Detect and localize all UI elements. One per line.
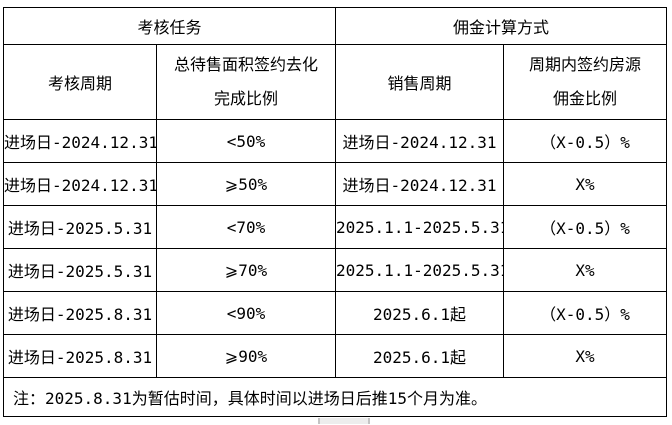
cell-sales-period: 2025.1.1-2025.5.31 (335, 248, 505, 292)
cell-ratio: ⩾50% (155, 162, 337, 206)
table-row: 进场日-2025.5.31 <70% 2025.1.1-2025.5.31 （X… (3, 205, 668, 249)
cell-ratio: ⩾70% (155, 248, 337, 292)
table-row: 进场日-2025.8.31 <90% 2025.6.1起 （X-0.5）% (3, 291, 668, 335)
cell-commission: X% (503, 334, 668, 378)
cell-sales-period: 2025.6.1起 (335, 291, 505, 335)
header-commission-rate-line1: 周期内签约房源 (529, 55, 642, 74)
header-ratio: 总待售面积签约去化 完成比例 (155, 44, 337, 120)
header-commission-rate: 周期内签约房源 佣金比例 (503, 44, 668, 120)
cell-ratio: ⩾90% (155, 334, 337, 378)
header-column-row: 考核周期 总待售面积签约去化 完成比例 销售周期 周期内签约房源 佣金比例 (3, 44, 668, 120)
cell-sales-period: 2025.1.1-2025.5.31 (335, 205, 505, 249)
cell-commission: （X-0.5）% (503, 291, 668, 335)
cell-ratio: <90% (155, 291, 337, 335)
table-row: 进场日-2024.12.31 ⩾50% 进场日-2024.12.31 X% (3, 162, 668, 206)
cell-ratio: <70% (155, 205, 337, 249)
cell-period: 进场日-2025.5.31 (3, 248, 157, 292)
cell-sales-period: 进场日-2024.12.31 (335, 119, 505, 163)
cell-commission: （X-0.5）% (503, 119, 668, 163)
header-ratio-line2: 完成比例 (214, 89, 279, 108)
cell-period: 进场日-2025.8.31 (3, 291, 157, 335)
cell-sales-period: 进场日-2024.12.31 (335, 162, 505, 206)
cell-period: 进场日-2024.12.31 (3, 119, 157, 163)
header-assessment-task: 考核任务 (2, 7, 337, 45)
header-assessment-period: 考核周期 (3, 44, 157, 120)
commission-assessment-table: 考核任务 佣金计算方式 考核周期 总待售面积签约去化 完成比例 销售周期 周期内… (2, 7, 668, 417)
header-commission-rate-line2: 佣金比例 (553, 89, 618, 108)
cell-period: 进场日-2024.12.31 (3, 162, 157, 206)
note-row: 注：2025.8.31为暂估时间，具体时间以进场日后推15个月为准。 (2, 377, 668, 417)
table-row: 进场日-2025.5.31 ⩾70% 2025.1.1-2025.5.31 X% (3, 248, 668, 292)
cell-period: 进场日-2025.8.31 (3, 334, 157, 378)
cell-commission: （X-0.5）% (503, 205, 668, 249)
header-ratio-line1: 总待售面积签约去化 (174, 55, 319, 74)
table-row: 进场日-2025.8.31 ⩾90% 2025.6.1起 X% (3, 334, 668, 378)
cell-sales-period: 2025.6.1起 (335, 334, 505, 378)
cell-commission: X% (503, 248, 668, 292)
table-row: 进场日-2024.12.31 <50% 进场日-2024.12.31 （X-0.… (3, 119, 668, 163)
horizontal-scrollbar-thumb[interactable] (318, 418, 370, 424)
cell-period: 进场日-2025.5.31 (3, 205, 157, 249)
header-sales-period: 销售周期 (335, 44, 505, 120)
cell-commission: X% (503, 162, 668, 206)
header-group-row: 考核任务 佣金计算方式 (2, 7, 668, 45)
footnote: 注：2025.8.31为暂估时间，具体时间以进场日后推15个月为准。 (2, 377, 668, 417)
cell-ratio: <50% (155, 119, 337, 163)
header-commission-method: 佣金计算方式 (335, 7, 668, 45)
